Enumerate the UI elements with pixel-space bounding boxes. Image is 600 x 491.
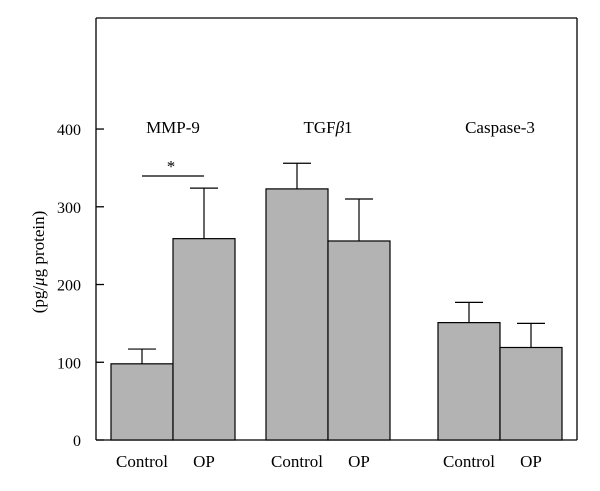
labels: MMP-9 Control OP * TGFβ1 Control OP Caspase-3 Co… <box>116 118 542 471</box>
group-label-part: MMP-9 <box>146 118 200 137</box>
y-tick-label: 100 <box>57 355 81 372</box>
bar-tgfβ1-control <box>265 188 329 441</box>
bar-mmp-9-control <box>110 363 174 441</box>
x-category-label: Control <box>443 452 495 471</box>
group-label-part: 1 <box>344 118 353 137</box>
y-ticks: 0 100 200 300 400 <box>57 122 104 450</box>
significance-marker: * <box>167 157 176 176</box>
y-tick-label: 300 <box>57 200 81 217</box>
bar-mmp-9-op <box>172 238 236 441</box>
y-axis-label-part-1: (pg/ <box>29 286 48 314</box>
group-label-part: β <box>335 118 345 137</box>
bar-caspase-3-op <box>499 346 563 441</box>
x-category-label: OP <box>520 452 542 471</box>
group-label-part: TGF <box>303 118 335 137</box>
group-label-part: Caspase-3 <box>465 118 535 137</box>
bar-tgfβ1-op <box>327 240 391 441</box>
y-tick-label: 400 <box>57 122 81 139</box>
x-category-label: Control <box>271 452 323 471</box>
x-category-label: OP <box>193 452 215 471</box>
y-axis-label-part-3: g protein) <box>29 211 48 278</box>
y-axis-label-part-2: μ <box>29 277 48 287</box>
group-label: MMP-9 <box>146 118 200 137</box>
y-axis-label: (pg/μg protein) <box>29 211 48 314</box>
x-category-label: Control <box>116 452 168 471</box>
group-label: Caspase-3 <box>465 118 535 137</box>
bar-caspase-3-control <box>437 322 501 441</box>
y-tick-label: 200 <box>57 278 81 295</box>
bars <box>110 162 563 441</box>
x-category-label: OP <box>348 452 370 471</box>
group-label: TGFβ1 <box>303 118 352 137</box>
y-tick-label: 0 <box>73 433 81 450</box>
